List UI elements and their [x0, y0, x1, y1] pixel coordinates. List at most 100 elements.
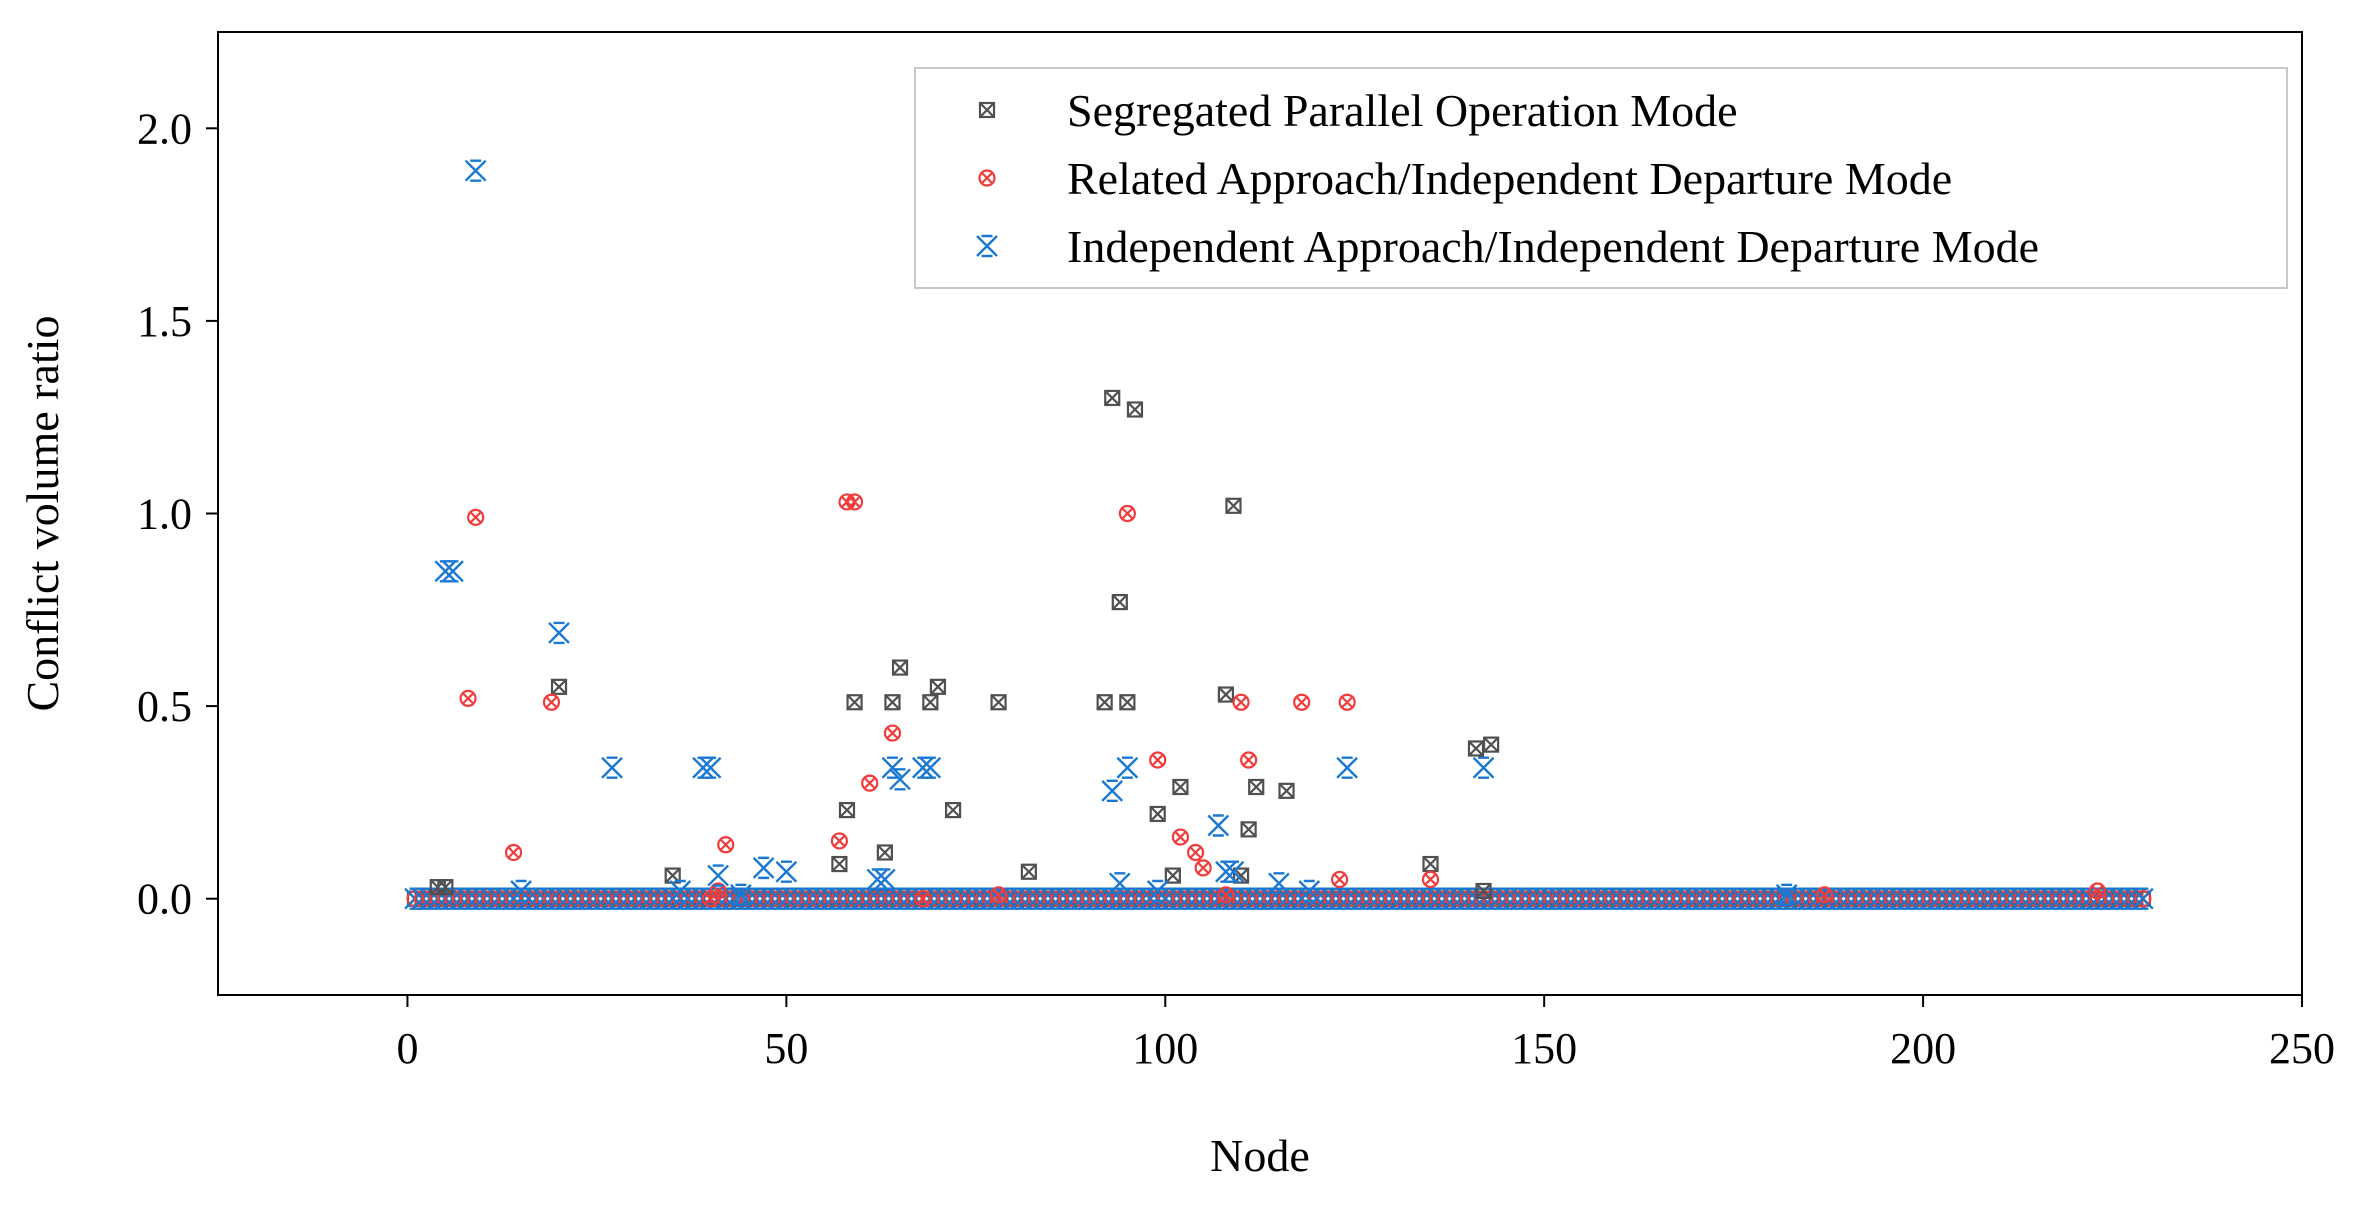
data-point-0 [1467, 740, 1485, 757]
legend-box [914, 67, 2288, 289]
data-point-2 [442, 560, 464, 583]
data-point-1 [1338, 693, 1356, 711]
data-point-1 [1815, 886, 1834, 904]
x-tick-label: 100 [1132, 1024, 1198, 1073]
data-point-0 [1278, 782, 1295, 799]
data-point-2 [601, 756, 623, 779]
data-point-1 [861, 774, 879, 792]
data-point-0 [922, 694, 939, 711]
data-point-2 [1207, 814, 1230, 837]
data-point-2 [752, 856, 775, 880]
data-point-0 [876, 844, 893, 861]
data-point-2 [464, 159, 487, 182]
data-point-0 [891, 659, 909, 676]
data-point-1 [1194, 859, 1212, 877]
data-point-1 [504, 843, 523, 862]
data-point-2 [1146, 879, 1169, 903]
data-point-1 [1232, 693, 1250, 711]
data-point-0 [1248, 778, 1265, 796]
data-point-2 [1775, 883, 1798, 907]
data-point-2 [692, 756, 714, 779]
data-point-0 [884, 694, 901, 711]
data-point-2 [1116, 756, 1139, 779]
data-point-2 [881, 756, 904, 779]
data-point-0 [1483, 736, 1500, 753]
legend-marker-1 [978, 169, 996, 187]
data-point-0 [1240, 821, 1257, 838]
y-axis-label: Conflict volume ratio [17, 315, 68, 711]
data-point-0 [1119, 694, 1136, 711]
data-point-2 [548, 621, 570, 645]
data-point-1 [989, 886, 1008, 904]
data-point-1 [845, 493, 864, 511]
data-point-1 [830, 832, 849, 850]
y-tick-label: 0.5 [137, 682, 192, 731]
data-point-1 [1149, 751, 1167, 769]
data-point-0 [846, 694, 863, 711]
data-point-2 [1222, 860, 1245, 883]
data-point-0 [1149, 805, 1166, 823]
data-point-2 [1268, 872, 1290, 895]
data-point-0 [1096, 694, 1113, 711]
data-point-2-baseline [2132, 887, 2154, 910]
data-point-1 [914, 890, 932, 908]
data-point-2 [434, 560, 457, 583]
legend-label-0: Segregated Parallel Operation Mode [1067, 85, 1738, 136]
x-tick-label: 0 [396, 1024, 418, 1073]
data-point-1 [2088, 882, 2106, 900]
data-point-0 [1104, 389, 1121, 407]
data-point-2 [707, 864, 730, 887]
data-point-1 [467, 508, 485, 526]
x-tick-label: 50 [764, 1024, 808, 1073]
data-point-0 [831, 855, 848, 873]
x-tick-label: 150 [1511, 1024, 1577, 1073]
data-point-2 [889, 768, 911, 791]
data-point-2 [874, 868, 896, 891]
data-point-1 [459, 689, 477, 707]
data-point-0 [929, 678, 947, 695]
data-point-1 [717, 836, 735, 854]
data-point-0 [550, 678, 568, 695]
data-point-0 [1217, 686, 1234, 703]
x-tick-label: 250 [2269, 1024, 2335, 1073]
y-tick-label: 2.0 [137, 104, 192, 153]
y-tick-label: 1.5 [137, 297, 192, 346]
data-point-1 [542, 693, 561, 711]
data-point-2 [775, 860, 798, 883]
data-point-0 [990, 694, 1007, 711]
data-point-2 [510, 879, 532, 903]
legend-marker-2 [976, 234, 998, 258]
data-point-0 [1232, 867, 1250, 884]
data-point-1 [1240, 751, 1258, 769]
data-point-2 [911, 756, 934, 779]
y-tick-label: 1.0 [137, 490, 192, 539]
data-point-1 [1217, 886, 1235, 904]
data-point-0 [1172, 778, 1189, 796]
data-point-2 [1215, 860, 1237, 883]
legend-marker-0 [978, 101, 996, 119]
x-axis-label: Node [1210, 1130, 1310, 1181]
data-point-2 [730, 883, 752, 907]
data-point-0 [944, 802, 962, 819]
data-point-2 [919, 756, 942, 779]
data-point-2 [699, 756, 722, 779]
data-point-2 [1336, 756, 1358, 779]
data-point-0 [1126, 401, 1144, 418]
data-point-1 [1118, 504, 1136, 523]
data-point-2 [669, 879, 692, 903]
data-point-1 [1186, 843, 1205, 862]
data-point-1 [883, 724, 902, 742]
data-point-1 [1421, 870, 1440, 889]
data-point-0 [1422, 855, 1439, 873]
data-point-0 [1020, 863, 1037, 880]
data-point-2 [1472, 756, 1495, 779]
data-point-2 [1298, 879, 1321, 903]
legend-label-1: Related Approach/Independent Departure M… [1067, 153, 1952, 204]
y-tick-label: 0.0 [137, 875, 192, 924]
data-point-1 [1293, 693, 1311, 711]
data-point-0 [1475, 882, 1492, 900]
data-point-2 [1108, 872, 1131, 895]
data-point-2 [1101, 779, 1124, 803]
data-point-0 [437, 879, 454, 896]
